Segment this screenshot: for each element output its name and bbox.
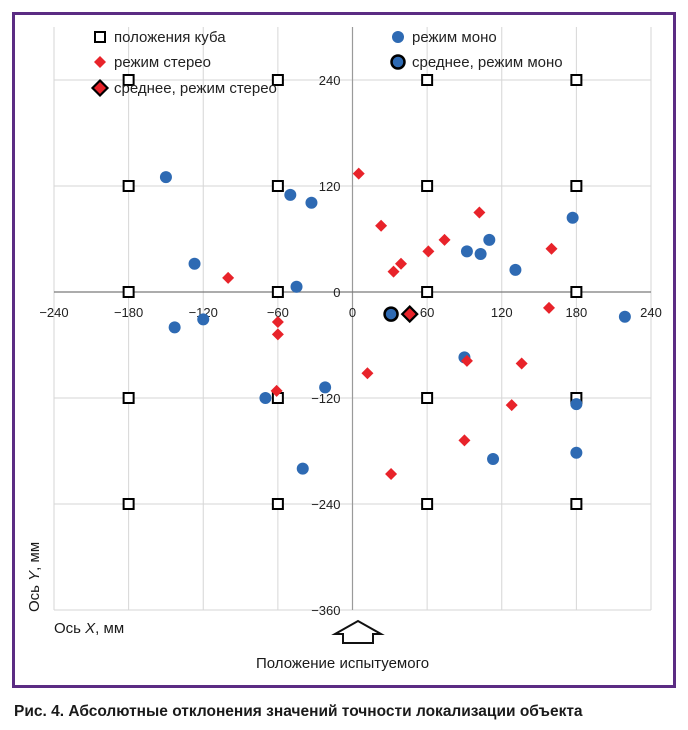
scatter-chart: −240 −180 −120 −60 0 60 120 180 240 240 120 0 −120 −2… (39, 27, 662, 644)
legend-marker (94, 56, 106, 68)
mono-point (570, 446, 583, 459)
mono-point (305, 196, 318, 209)
legend-marker (392, 31, 404, 43)
stereo-point (385, 467, 398, 480)
stereo-mean-point (400, 305, 419, 324)
x-tick-label: 240 (640, 305, 662, 320)
x-tick-label: 180 (566, 305, 588, 320)
legend-entry: режим моно (392, 29, 497, 46)
legend-entry: среднее, режим стерео (90, 78, 277, 98)
x-axis-label: Ось X, мм (54, 620, 125, 637)
legend-label: положения куба (114, 29, 226, 46)
y-tick-label: 0 (333, 285, 340, 300)
y-axis-label: Ось Y, мм (26, 541, 43, 612)
mono-point (197, 313, 210, 326)
stereo-point (545, 242, 558, 255)
y-tick-label: −120 (311, 391, 340, 406)
x-tick-label: 0 (349, 305, 356, 320)
stereo-point (271, 316, 284, 329)
x-tick-label: 60 (420, 305, 434, 320)
cube-position-marker (122, 286, 135, 298)
mono-point (259, 392, 272, 404)
legend-marker (90, 78, 110, 98)
stereo-point (271, 328, 284, 341)
cube-position-marker (122, 180, 135, 192)
stereo-point (505, 399, 518, 412)
mono-point (509, 263, 522, 276)
y-tick-label: −240 (311, 497, 340, 512)
cube-position-marker (570, 498, 583, 510)
mono-point (618, 310, 631, 323)
x-tick-label: −120 (189, 305, 218, 320)
legend-label: режим моно (412, 29, 497, 46)
axes (54, 27, 651, 610)
legend-label: среднее, режим моно (412, 54, 563, 71)
cube-position-marker (271, 74, 284, 86)
mono-point (570, 398, 583, 411)
x-tick-label: −240 (39, 305, 68, 320)
subject-position-label: Положение испытуемого (256, 655, 430, 672)
stereo-point (375, 219, 388, 232)
legend-entry: режим стерео (94, 54, 211, 71)
stereo-point (270, 384, 283, 397)
stereo-point (352, 167, 365, 180)
x-tick-label: −180 (114, 305, 143, 320)
cube-position-marker (271, 180, 284, 192)
legend-marker (94, 31, 106, 43)
cube-position-marker (122, 498, 135, 510)
stereo-point (222, 271, 235, 284)
data-points (122, 74, 631, 510)
mono-point (159, 171, 172, 184)
stereo-point (473, 206, 486, 219)
mono-mean-point (383, 306, 399, 322)
legend-marker (390, 54, 406, 70)
mono-point (284, 188, 297, 201)
legend-entry: среднее, режим моно (390, 54, 563, 71)
cube-position-marker (122, 392, 135, 404)
tick-labels: −240 −180 −120 −60 0 60 120 180 240 240 120 0 −120 −2… (39, 73, 662, 618)
y-tick-label: 240 (319, 73, 341, 88)
cube-position-marker (570, 180, 583, 192)
mono-point (168, 321, 181, 334)
y-tick-label: 120 (319, 179, 341, 194)
mono-point (296, 462, 309, 475)
mono-point (188, 257, 201, 270)
stereo-point (422, 245, 435, 258)
cube-position-marker (271, 498, 284, 510)
legend-entry: положения куба (94, 29, 226, 46)
mono-point (474, 248, 487, 261)
stereo-point (387, 265, 400, 278)
cube-position-marker (570, 286, 583, 298)
cube-position-marker (421, 286, 434, 298)
figure-frame (12, 12, 676, 688)
stereo-point (460, 354, 473, 367)
mono-point (460, 245, 473, 258)
legend: положения куба режим моно режим стерео сред… (90, 29, 563, 98)
subject-position-arrow (331, 619, 385, 644)
x-tick-label: 120 (491, 305, 513, 320)
stereo-point (543, 301, 556, 314)
mono-point (487, 452, 500, 465)
cube-position-marker (421, 74, 434, 86)
legend-label: режим стерео (114, 54, 211, 71)
mono-point (290, 280, 303, 293)
x-tick-label: −60 (267, 305, 289, 320)
stereo-point (361, 367, 374, 380)
mono-point (483, 233, 496, 246)
legend-label: среднее, режим стерео (114, 80, 277, 97)
cube-position-marker (421, 392, 434, 404)
mono-point (566, 211, 579, 224)
figure-caption: Рис. 4. Абсолютные отклонения значений т… (14, 703, 583, 720)
stereo-point (458, 434, 471, 447)
mono-point (319, 381, 332, 394)
stereo-point (515, 357, 528, 370)
cube-position-marker (122, 74, 135, 86)
y-tick-label: −360 (311, 603, 340, 618)
cube-position-marker (421, 180, 434, 192)
stereo-point (395, 257, 408, 270)
cube-position-marker (421, 498, 434, 510)
stereo-point (438, 233, 451, 246)
cube-position-marker (570, 74, 583, 86)
cube-position-marker (271, 286, 284, 298)
